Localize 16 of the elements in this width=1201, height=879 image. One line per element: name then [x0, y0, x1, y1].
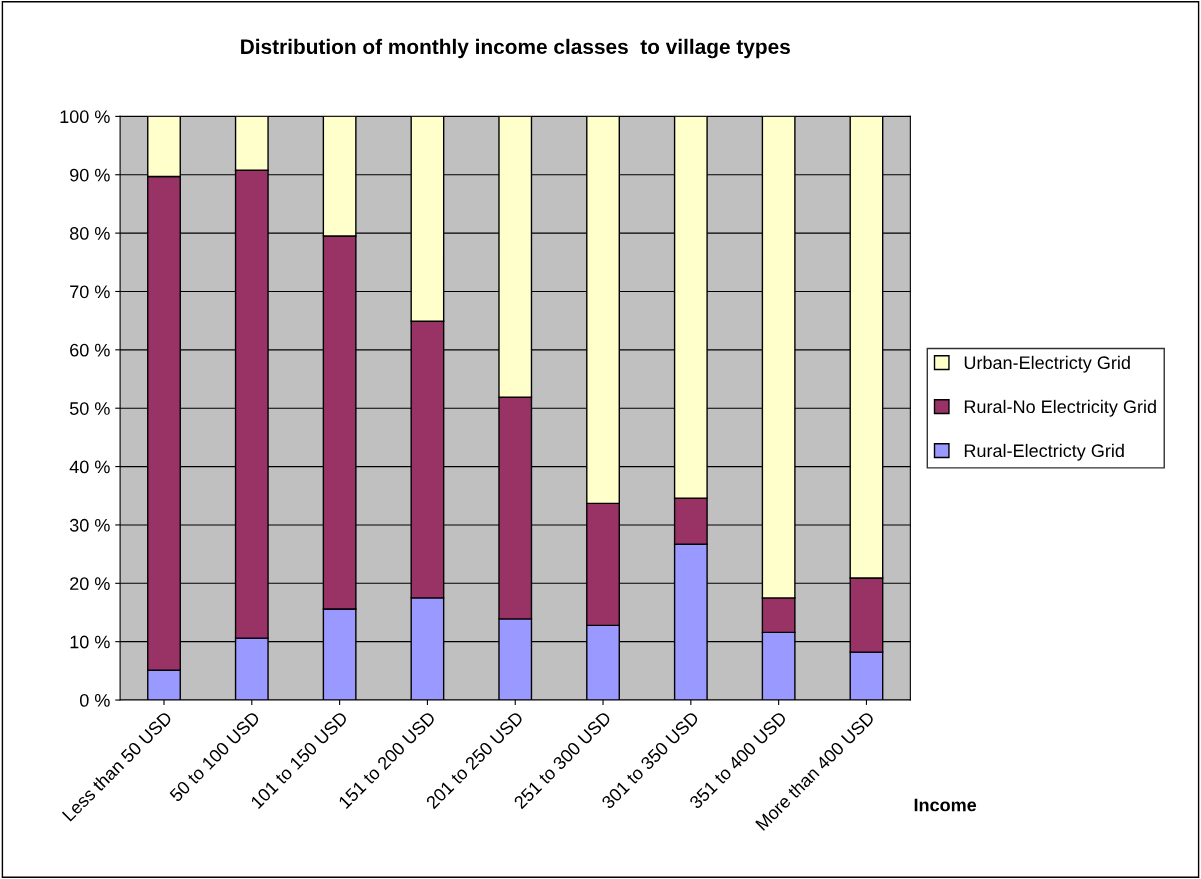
y-tick-label: 20 % [70, 577, 110, 591]
y-tick-label: 40 % [69, 460, 110, 474]
y-tick-label: 10 % [70, 635, 110, 649]
chart-title: Distribution of monthly income classes to village types [241, 38, 790, 59]
y-tick-label: 70 % [70, 285, 110, 299]
y-tick-label: 30 % [69, 518, 110, 532]
y-tick-label: 0 % [79, 693, 110, 707]
x-axis-title: Income [914, 798, 977, 812]
y-tick-label: 60 % [70, 343, 110, 357]
y-tick-label: 50 % [69, 402, 110, 415]
y-tick-label: 90 % [70, 168, 110, 182]
y-tick-label: 100 % [60, 110, 110, 124]
legend-label: Rural-Electricty Grid [964, 443, 1124, 461]
y-tick-label: 80 % [70, 227, 110, 240]
legend-label: Urban-Electricty Grid [964, 355, 1130, 373]
legend-label: Rural-No Electricity Grid [964, 399, 1156, 417]
